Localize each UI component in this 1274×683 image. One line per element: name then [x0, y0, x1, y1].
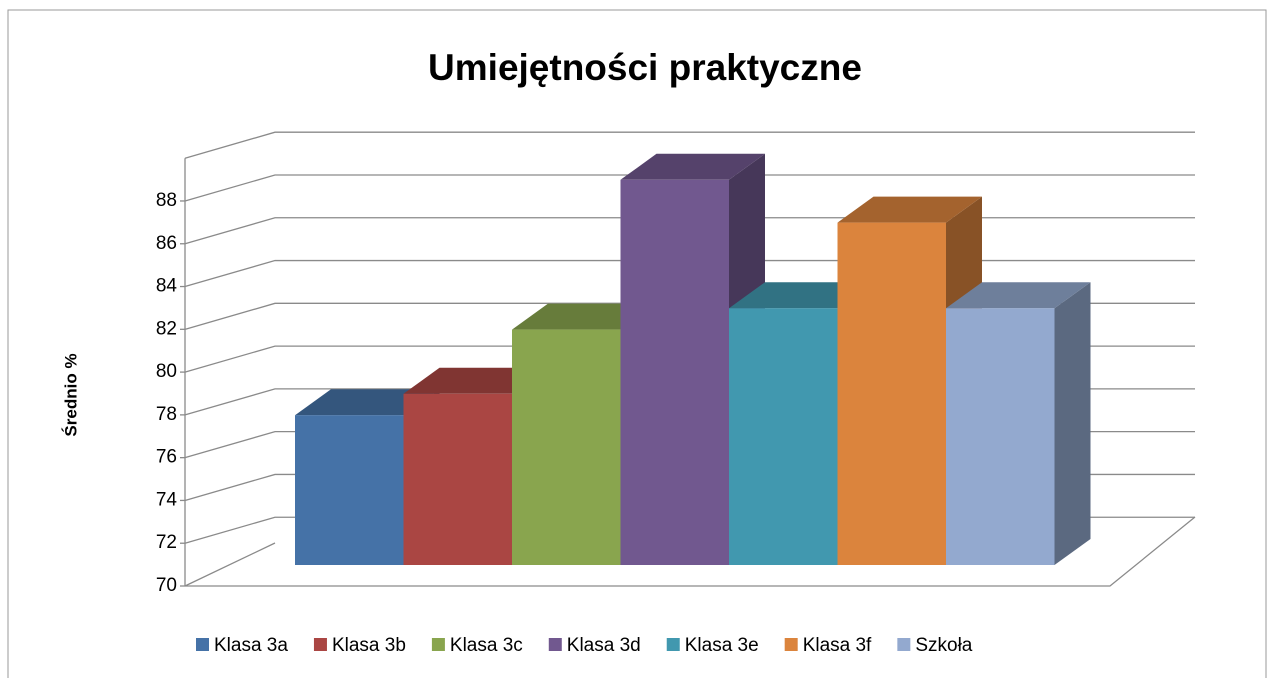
bar-top — [620, 153, 765, 180]
y-tick-label: 78 — [156, 404, 177, 425]
chart-title: Umiejętności praktyczne — [428, 47, 862, 88]
legend-swatch — [313, 638, 327, 651]
y-tick-label: 88 — [156, 190, 177, 211]
bar — [295, 415, 404, 565]
bar-top — [729, 282, 874, 309]
wall-top — [184, 131, 1195, 159]
y-tick-label: 72 — [156, 532, 177, 553]
y-tick-label: 70 — [156, 575, 177, 596]
y-tick-label: 84 — [156, 276, 178, 297]
legend-swatch — [897, 638, 911, 651]
bar — [620, 179, 729, 566]
bar — [946, 308, 1055, 565]
bar-top — [946, 282, 1091, 309]
y-tick-label: 80 — [156, 361, 177, 382]
bar-top — [403, 367, 548, 394]
legend-swatch — [196, 638, 209, 651]
y-tick-label: 74 — [156, 489, 178, 510]
legend-label: Klasa 3d — [567, 635, 641, 656]
legend-swatch — [666, 638, 680, 651]
bar — [512, 329, 621, 565]
y-axis-label: Średnio % — [61, 353, 80, 436]
legend-label: Klasa 3c — [450, 635, 523, 656]
floor-edge — [184, 542, 276, 587]
y-tick-label: 86 — [156, 233, 177, 254]
legend-swatch — [431, 638, 445, 651]
bar-side — [1054, 282, 1091, 565]
legend-label: Klasa 3b — [332, 635, 406, 656]
legend-label: Szkoła — [915, 635, 972, 656]
bar — [403, 393, 512, 565]
legend-label: Klasa 3f — [803, 635, 872, 656]
legend-swatch — [784, 638, 798, 651]
bar-top — [837, 196, 982, 223]
floor — [185, 516, 1196, 587]
legend-label: Klasa 3e — [685, 635, 759, 656]
bar-top — [295, 389, 440, 416]
grid-line — [184, 174, 1195, 202]
legend-label: Klasa 3a — [214, 635, 288, 656]
bar — [729, 308, 838, 565]
y-tick-label: 76 — [156, 447, 177, 468]
bar — [837, 222, 946, 565]
bar-top — [512, 303, 657, 330]
y-tick-label: 82 — [156, 318, 177, 339]
legend-swatch — [548, 638, 562, 651]
